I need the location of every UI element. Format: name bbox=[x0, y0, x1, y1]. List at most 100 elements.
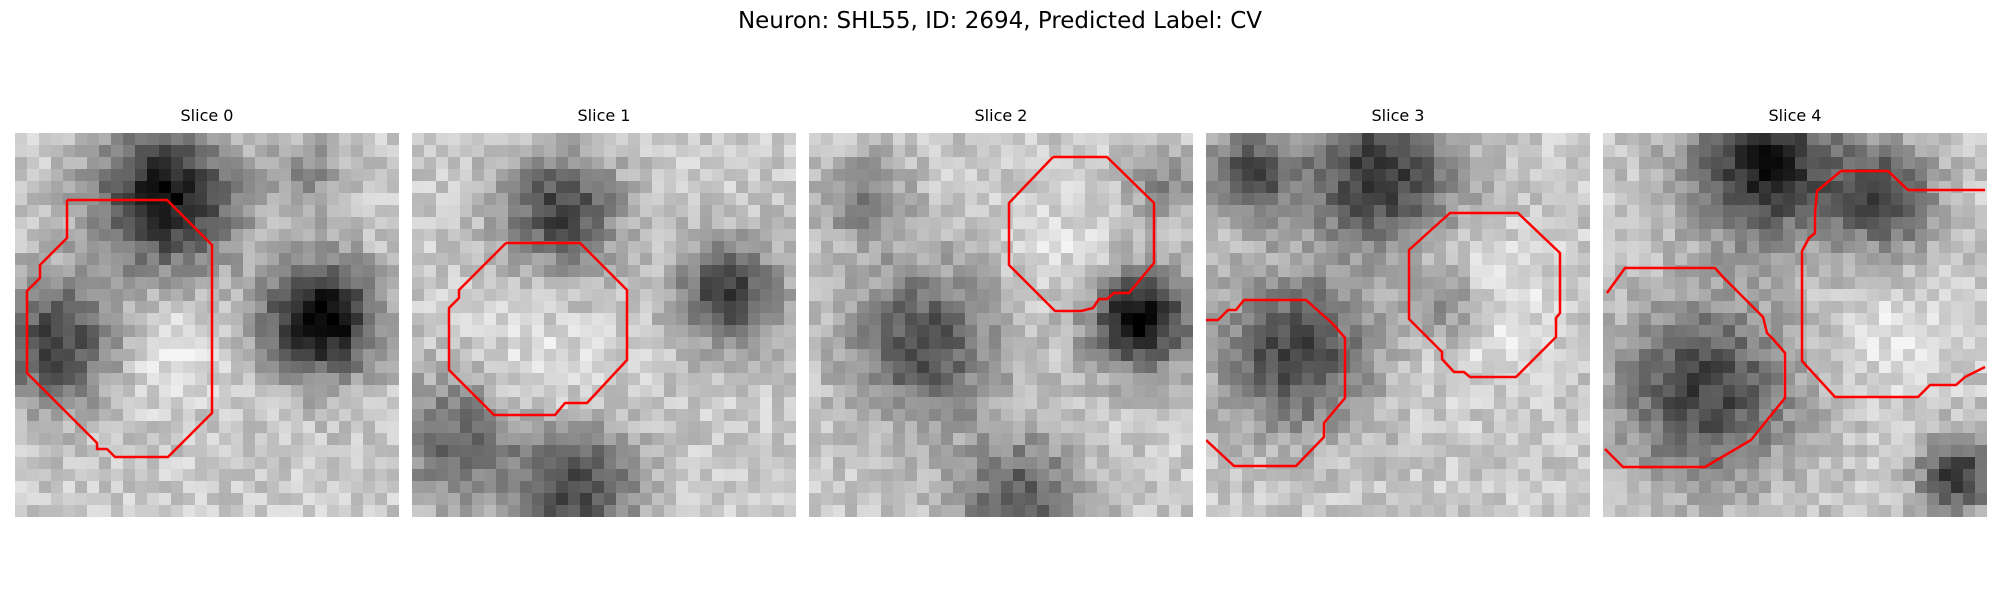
pixel bbox=[87, 169, 100, 182]
pixel bbox=[1843, 397, 1856, 410]
pixel bbox=[1494, 397, 1507, 410]
pixel bbox=[929, 421, 942, 434]
pixel bbox=[1506, 313, 1519, 326]
pixel bbox=[147, 265, 160, 278]
pixel bbox=[1073, 313, 1086, 326]
pixel bbox=[1242, 505, 1255, 517]
pixel bbox=[1723, 157, 1736, 170]
pixel bbox=[135, 481, 148, 494]
pixel bbox=[1314, 217, 1327, 230]
pixel bbox=[845, 385, 858, 398]
pixel bbox=[1181, 145, 1193, 158]
pixel bbox=[1651, 289, 1664, 302]
pixel bbox=[772, 193, 785, 206]
pixel bbox=[1747, 313, 1760, 326]
pixel bbox=[580, 337, 593, 350]
pixel bbox=[1855, 229, 1868, 242]
pixel bbox=[1819, 373, 1832, 386]
pixel bbox=[291, 289, 304, 302]
pixel bbox=[1230, 349, 1243, 362]
pixel bbox=[135, 409, 148, 422]
pixel bbox=[1266, 325, 1279, 338]
pixel bbox=[1266, 493, 1279, 506]
pixel bbox=[1663, 241, 1676, 254]
pixel bbox=[63, 505, 76, 517]
pixel bbox=[1157, 397, 1170, 410]
pixel bbox=[1001, 457, 1014, 470]
pixel bbox=[857, 325, 870, 338]
pixel bbox=[1867, 361, 1880, 374]
pixel bbox=[724, 229, 737, 242]
pixel bbox=[1254, 505, 1267, 517]
pixel bbox=[1915, 253, 1928, 266]
pixel bbox=[1530, 469, 1543, 482]
pixel bbox=[99, 241, 112, 254]
pixel bbox=[1530, 433, 1543, 446]
pixel bbox=[821, 241, 834, 254]
pixel bbox=[339, 217, 352, 230]
pixel bbox=[279, 145, 292, 158]
pixel bbox=[1542, 445, 1555, 458]
pixel bbox=[267, 157, 280, 170]
pixel bbox=[604, 325, 617, 338]
pixel bbox=[676, 337, 689, 350]
pixel bbox=[1169, 289, 1182, 302]
pixel bbox=[448, 445, 461, 458]
pixel bbox=[1362, 337, 1375, 350]
pixel bbox=[1687, 217, 1700, 230]
pixel bbox=[496, 361, 509, 374]
pixel bbox=[472, 301, 485, 314]
pixel bbox=[1097, 349, 1110, 362]
pixel bbox=[1530, 457, 1543, 470]
pixel bbox=[1675, 409, 1688, 422]
pixel bbox=[544, 373, 557, 386]
pixel bbox=[1687, 205, 1700, 218]
pixel bbox=[845, 313, 858, 326]
pixel bbox=[1013, 241, 1026, 254]
pixel bbox=[977, 385, 990, 398]
pixel bbox=[953, 253, 966, 266]
pixel bbox=[1470, 289, 1483, 302]
pixel bbox=[556, 445, 569, 458]
pixel bbox=[1771, 205, 1784, 218]
pixel bbox=[1410, 253, 1423, 266]
pixel bbox=[279, 133, 292, 146]
pixel bbox=[123, 301, 136, 314]
pixel bbox=[977, 241, 990, 254]
pixel bbox=[351, 301, 364, 314]
pixel bbox=[1927, 337, 1940, 350]
pixel bbox=[508, 505, 521, 517]
pixel bbox=[1145, 385, 1158, 398]
pixel bbox=[724, 361, 737, 374]
pixel bbox=[977, 361, 990, 374]
pixel bbox=[291, 361, 304, 374]
pixel bbox=[1434, 229, 1447, 242]
pixel bbox=[219, 289, 232, 302]
pixel bbox=[1326, 397, 1339, 410]
pixel bbox=[676, 397, 689, 410]
pixel bbox=[1338, 241, 1351, 254]
pixel bbox=[424, 457, 437, 470]
pixel bbox=[977, 157, 990, 170]
pixel bbox=[1855, 277, 1868, 290]
pixel bbox=[1266, 397, 1279, 410]
pixel bbox=[1831, 301, 1844, 314]
pixel bbox=[604, 433, 617, 446]
pixel bbox=[881, 433, 894, 446]
pixel bbox=[87, 421, 100, 434]
pixel bbox=[881, 145, 894, 158]
pixel bbox=[219, 217, 232, 230]
pixel bbox=[135, 265, 148, 278]
pixel bbox=[1566, 265, 1579, 278]
pixel bbox=[207, 205, 220, 218]
pixel bbox=[1374, 145, 1387, 158]
pixel bbox=[1422, 145, 1435, 158]
pixel bbox=[616, 193, 629, 206]
pixel bbox=[748, 493, 761, 506]
pixel bbox=[303, 373, 316, 386]
pixel bbox=[1506, 457, 1519, 470]
pixel bbox=[965, 145, 978, 158]
pixel bbox=[1506, 469, 1519, 482]
pixel bbox=[1398, 193, 1411, 206]
pixel bbox=[592, 133, 605, 146]
